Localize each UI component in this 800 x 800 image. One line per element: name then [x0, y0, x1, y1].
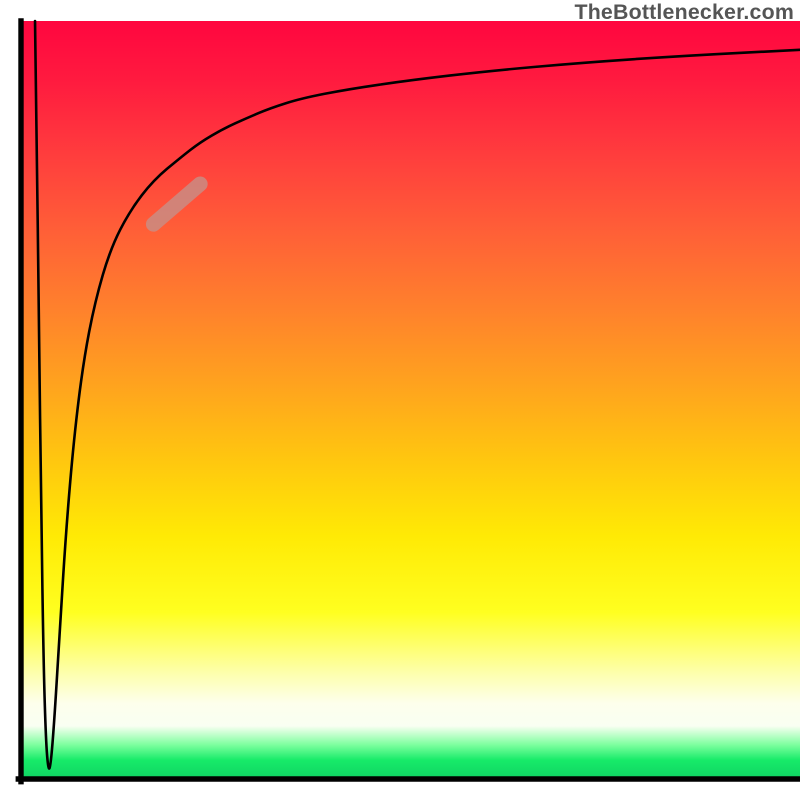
- watermark-text: TheBottlenecker.com: [574, 0, 794, 25]
- bottleneck-chart: [0, 0, 800, 800]
- plot-background: [21, 21, 800, 779]
